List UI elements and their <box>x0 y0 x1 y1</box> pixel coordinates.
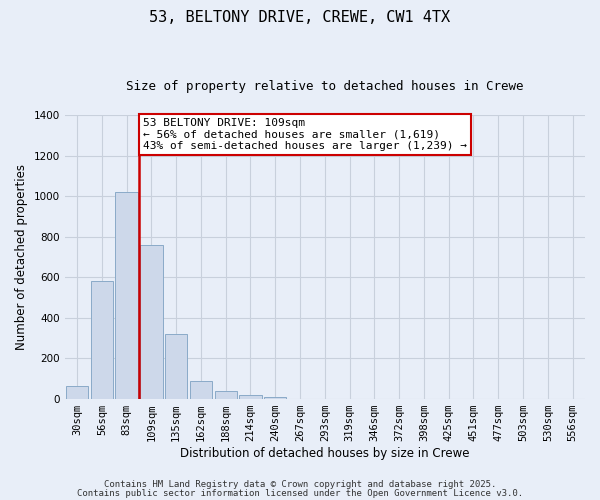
Y-axis label: Number of detached properties: Number of detached properties <box>15 164 28 350</box>
Text: Contains public sector information licensed under the Open Government Licence v3: Contains public sector information licen… <box>77 488 523 498</box>
Text: 53, BELTONY DRIVE, CREWE, CW1 4TX: 53, BELTONY DRIVE, CREWE, CW1 4TX <box>149 10 451 25</box>
Bar <box>165 334 187 399</box>
Bar <box>215 391 237 399</box>
Text: Contains HM Land Registry data © Crown copyright and database right 2025.: Contains HM Land Registry data © Crown c… <box>104 480 496 489</box>
Title: Size of property relative to detached houses in Crewe: Size of property relative to detached ho… <box>126 80 524 93</box>
Bar <box>66 386 88 399</box>
Bar <box>140 245 163 399</box>
Bar <box>115 192 138 399</box>
Text: 53 BELTONY DRIVE: 109sqm
← 56% of detached houses are smaller (1,619)
43% of sem: 53 BELTONY DRIVE: 109sqm ← 56% of detach… <box>143 118 467 151</box>
X-axis label: Distribution of detached houses by size in Crewe: Distribution of detached houses by size … <box>180 447 470 460</box>
Bar <box>91 282 113 399</box>
Bar <box>264 398 286 399</box>
Bar <box>190 381 212 399</box>
Bar <box>239 395 262 399</box>
